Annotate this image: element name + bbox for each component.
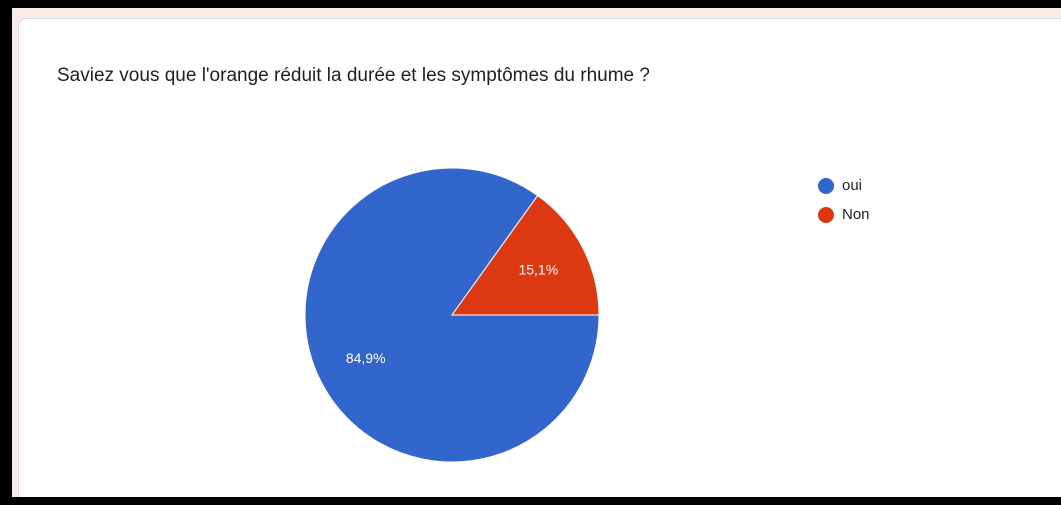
legend-label: Non — [842, 206, 870, 223]
pie-slice — [451, 194, 600, 316]
slice-label: 84,9% — [346, 350, 386, 366]
legend-swatch — [818, 178, 834, 194]
slice-label: 15,1% — [518, 261, 558, 277]
legend-swatch — [818, 207, 834, 223]
chart-title: Saviez vous que l'orange réduit la durée… — [57, 65, 650, 86]
legend-label: oui — [842, 177, 862, 194]
